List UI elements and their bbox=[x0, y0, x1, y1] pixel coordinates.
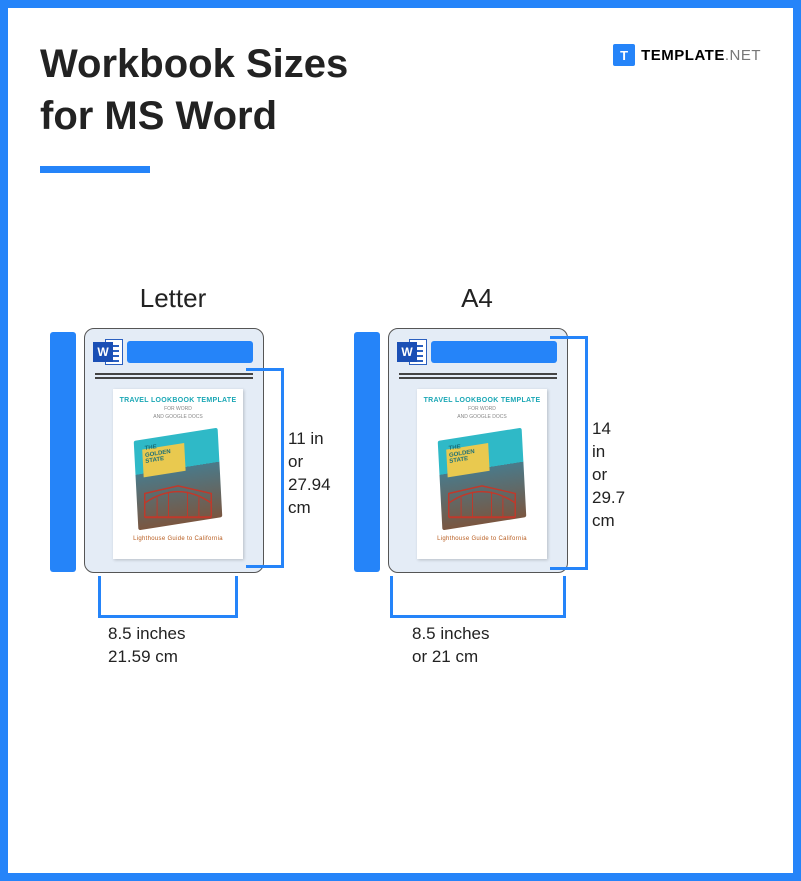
title-line-1: Workbook Sizes bbox=[40, 42, 348, 86]
bridge-icon bbox=[140, 484, 216, 522]
title-bar bbox=[127, 341, 253, 363]
size-unit-letter: Letter W TRAVEL LOOKBOOK TEMPLATE FOR WO… bbox=[50, 283, 264, 669]
brand-text: TEMPLATE.NET bbox=[641, 47, 761, 64]
height-dimension: 11 inor27.94 cm bbox=[288, 428, 331, 520]
card-caption: Lighthouse Guide to California bbox=[437, 536, 527, 542]
width-dimension: 8.5 inches21.59 cm bbox=[108, 623, 264, 669]
brand-icon: T bbox=[613, 44, 635, 66]
template-card: TRAVEL LOOKBOOK TEMPLATE FOR WORD AND GO… bbox=[417, 389, 547, 559]
doc-wrap: W TRAVEL LOOKBOOK TEMPLATE FOR WORD AND … bbox=[354, 328, 568, 573]
sizes-row: Letter W TRAVEL LOOKBOOK TEMPLATE FOR WO… bbox=[40, 283, 761, 669]
brand-name-strong: TEMPLATE bbox=[641, 47, 725, 64]
title-bar bbox=[431, 341, 557, 363]
height-dimension: 14 inor29.7 cm bbox=[592, 418, 625, 533]
book-illustration: THE GOLDEN STATE bbox=[130, 430, 226, 530]
size-label: A4 bbox=[386, 283, 568, 314]
card-subtitle: FOR WORD bbox=[468, 406, 496, 412]
bridge-icon bbox=[444, 484, 520, 522]
doc-wrap: W TRAVEL LOOKBOOK TEMPLATE FOR WORD AND … bbox=[50, 328, 264, 573]
title-underline bbox=[40, 166, 150, 173]
divider bbox=[95, 377, 253, 379]
blue-spine bbox=[354, 332, 380, 572]
card-subtitle: FOR WORD bbox=[164, 406, 192, 412]
word-icon: W bbox=[397, 339, 427, 365]
page-title: Workbook Sizes for MS Word bbox=[40, 38, 348, 142]
width-bracket bbox=[390, 576, 566, 618]
book-illustration: THE GOLDEN STATE bbox=[434, 430, 530, 530]
word-icon: W bbox=[93, 339, 123, 365]
card-title: TRAVEL LOOKBOOK TEMPLATE bbox=[424, 397, 541, 404]
template-card: TRAVEL LOOKBOOK TEMPLATE FOR WORD AND GO… bbox=[113, 389, 243, 559]
size-label: Letter bbox=[82, 283, 264, 314]
card-caption: Lighthouse Guide to California bbox=[133, 536, 223, 542]
divider bbox=[399, 377, 557, 379]
brand-name-light: .NET bbox=[725, 47, 761, 64]
size-unit-a4: A4 W TRAVEL LOOKBOOK TEMPLATE FOR WORD A… bbox=[354, 283, 568, 669]
doc-page: W TRAVEL LOOKBOOK TEMPLATE FOR WORD AND … bbox=[84, 328, 264, 573]
infographic-frame: Workbook Sizes for MS Word T TEMPLATE.NE… bbox=[0, 0, 801, 881]
width-dimension: 8.5 inchesor 21 cm bbox=[412, 623, 568, 669]
blue-spine bbox=[50, 332, 76, 572]
title-block: Workbook Sizes for MS Word bbox=[40, 38, 348, 173]
height-bracket bbox=[550, 336, 588, 570]
divider bbox=[399, 373, 557, 375]
header-row: Workbook Sizes for MS Word T TEMPLATE.NE… bbox=[40, 38, 761, 173]
width-bracket bbox=[98, 576, 238, 618]
divider bbox=[95, 373, 253, 375]
card-subtitle2: AND GOOGLE DOCS bbox=[457, 414, 506, 420]
doc-page: W TRAVEL LOOKBOOK TEMPLATE FOR WORD AND … bbox=[388, 328, 568, 573]
card-subtitle2: AND GOOGLE DOCS bbox=[153, 414, 202, 420]
brand-logo: T TEMPLATE.NET bbox=[613, 44, 761, 66]
title-line-2: for MS Word bbox=[40, 94, 277, 138]
card-title: TRAVEL LOOKBOOK TEMPLATE bbox=[120, 397, 237, 404]
height-bracket bbox=[246, 368, 284, 568]
